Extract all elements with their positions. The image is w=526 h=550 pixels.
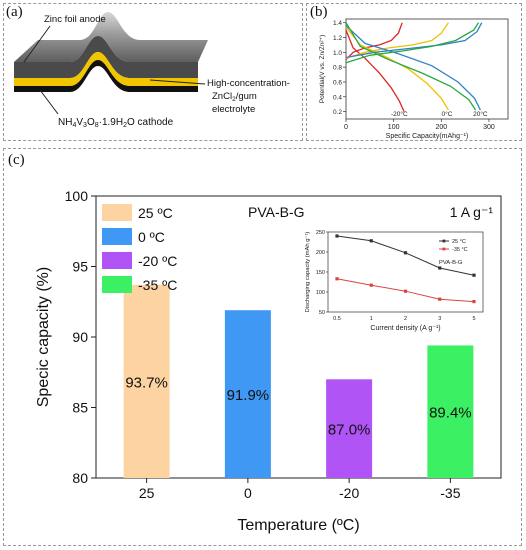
inset-point — [472, 273, 476, 277]
panel-a — [3, 3, 303, 141]
x-tick-label: -35 — [440, 485, 460, 501]
series-charge-line-3 — [345, 22, 480, 64]
curve-label: 20°C — [473, 110, 488, 118]
x-axis-label: Temperature (ºC) — [237, 517, 359, 534]
electrolyte-label-2: ZnCl2/gum — [212, 91, 257, 103]
inset-x-tick-label: 5 — [472, 316, 475, 322]
inset-point — [403, 289, 408, 293]
y-tick-label: 85 — [72, 400, 88, 416]
plot-frame — [345, 18, 509, 120]
series-discharge-line-3 — [345, 22, 477, 111]
data-label: 89.4% — [429, 405, 472, 422]
inset-legend-marker — [442, 247, 446, 251]
inset-y-tick-label: 250 — [316, 230, 325, 236]
inset-background — [294, 226, 493, 336]
panel-b — [306, 3, 522, 141]
y-tick-label: 0.6 — [333, 79, 342, 86]
y-tick-label: 1.4 — [333, 20, 342, 27]
x-tick-label: 25 — [139, 485, 155, 501]
bar--20 — [326, 379, 373, 478]
panel-c-label: (c) — [8, 152, 25, 168]
inset-point — [403, 251, 408, 255]
inset-point — [438, 266, 442, 270]
legend-label: -35 ºC — [138, 277, 177, 293]
y-axis-label: Potential(V vs. Zn/Zn²⁺) — [319, 35, 326, 103]
inset-point — [438, 297, 442, 301]
series-discharge-line-1 — [345, 26, 449, 111]
gcd-chart: 0.2 0.4 0.6 0.8 1.0 1.2 1.4 0 100 200 300 Specific … — [319, 18, 509, 140]
chart-title: PVA-B-G — [248, 204, 305, 220]
data-label: 87.0% — [328, 422, 371, 439]
x-tick-label: 200 — [435, 124, 447, 131]
inset-y-tick-label: 100 — [316, 290, 325, 296]
y-tick-label: 0.2 — [333, 109, 342, 116]
inset-y-tick-label: 150 — [316, 270, 325, 276]
inset-legend-label: 25 °C — [452, 239, 466, 245]
inset-legend-marker — [442, 239, 446, 243]
inset-x-tick-label: 1 — [370, 316, 373, 322]
y-tick-label: 100 — [65, 188, 89, 204]
rate-label: 1 A g⁻¹ — [450, 204, 494, 220]
x-axis-label: Specific Capacity(mAhg⁻¹) — [386, 133, 469, 140]
y-tick-label: 1.0 — [333, 50, 342, 57]
inset-point — [369, 239, 373, 243]
electrolyte-label-1: High-concentration- — [207, 78, 290, 89]
y-tick-label: 1.2 — [333, 35, 342, 42]
legend-swatch — [102, 204, 132, 221]
series-charge-line-0 — [345, 22, 403, 61]
inset-point — [369, 283, 373, 287]
inset-point — [335, 277, 339, 281]
inset-x-axis-label: Current density (A g⁻¹) — [370, 325, 440, 332]
zinc-foil-layer — [14, 12, 208, 62]
x-tick-label: 300 — [483, 124, 495, 131]
electrolyte-label-3: electrolyte — [212, 104, 255, 115]
inset-x-tick-label: 0.5 — [333, 316, 341, 322]
y-tick-label: 0.8 — [333, 65, 342, 72]
x-tick-label: -20 — [339, 485, 359, 501]
inset-y-axis-label: Discharging capacity (mAh g⁻¹) — [305, 232, 311, 313]
y-axis-label: Specic capacity (%) — [35, 267, 52, 408]
legend-swatch — [102, 252, 132, 269]
legend-swatch — [102, 276, 132, 293]
cathode-label: NH4V3O8·1.9H2O cathode — [58, 117, 174, 129]
y-tick-label: 90 — [72, 329, 88, 345]
data-label: 93.7% — [125, 374, 168, 391]
battery-schematic: Zinc foil anode High-concentration- ZnCl… — [14, 12, 290, 129]
series-discharge-line-0 — [345, 29, 405, 112]
legend-label: 0 ºC — [138, 229, 165, 245]
cathode-layer — [14, 60, 198, 92]
inset-x-tick-label: 3 — [438, 316, 441, 322]
inset-y-tick-label: 200 — [316, 250, 325, 256]
curve-label: 0°C — [442, 110, 453, 118]
legend-swatch — [102, 228, 132, 245]
series-charge-line-1 — [345, 22, 449, 59]
inset-legend-label: -35 °C — [452, 247, 468, 253]
x-tick-label: 0 — [344, 124, 348, 131]
series-discharge-line-2 — [345, 25, 481, 111]
bar--35 — [427, 345, 474, 478]
inset-point — [472, 300, 476, 304]
x-tick-label: 100 — [388, 124, 400, 131]
capacity-bar-chart: 8085909510093.7%2591.9%087.0%-2089.4%-35… — [35, 188, 502, 534]
y-tick-label: 0.4 — [333, 94, 342, 101]
panel-b-label: (b) — [310, 4, 328, 20]
inset-label: PVA-B-G — [439, 260, 463, 266]
curve-label: -20°C — [391, 110, 408, 118]
series-charge-line-2 — [345, 22, 483, 59]
zinc-label: Zinc foil anode — [44, 14, 106, 25]
panel-c — [3, 148, 522, 546]
legend-label: -20 ºC — [138, 253, 177, 269]
bar-25 — [123, 284, 170, 478]
inset-point — [335, 234, 339, 238]
y-tick-label: 95 — [72, 259, 88, 275]
inset-x-tick-label: 2 — [404, 316, 407, 322]
inset-y-tick-label: 50 — [319, 310, 325, 316]
panel-a-label: (a) — [6, 4, 23, 20]
y-tick-label: 80 — [72, 470, 88, 486]
data-label: 91.9% — [227, 387, 270, 404]
bar-0 — [224, 310, 271, 478]
x-tick-label: 0 — [244, 485, 252, 501]
legend-label: 25 ºC — [138, 205, 173, 221]
